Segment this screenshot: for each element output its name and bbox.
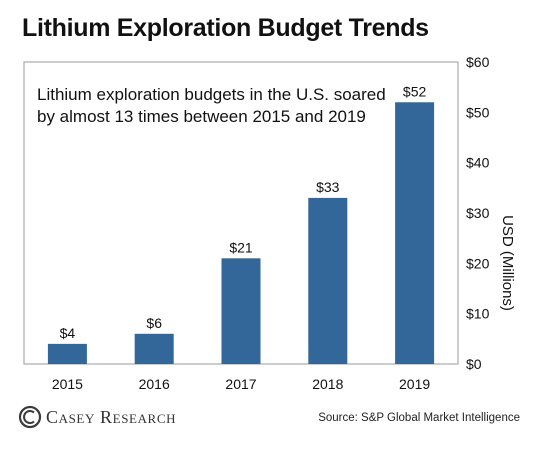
y-tick-labels-group: $0 $10 $20 $30 $40 $50 $60 — [466, 54, 490, 372]
x-tick-label-2018: 2018 — [312, 376, 343, 392]
bar-2019 — [395, 102, 435, 365]
value-label-2018: $33 — [316, 179, 340, 195]
casey-logo-icon — [18, 405, 42, 429]
value-label-2017: $21 — [229, 239, 253, 255]
bar-2017 — [221, 258, 261, 364]
x-tick-label-2019: 2019 — [399, 376, 430, 392]
y-axis-label: USD (Millions) — [499, 215, 516, 311]
chart-title: Lithium Exploration Budget Trends — [22, 14, 429, 42]
casey-research-logo: Casey Research — [18, 403, 176, 431]
logo-text: Casey Research — [46, 406, 177, 427]
value-label-2016: $6 — [146, 315, 162, 331]
value-labels-group: $4 $6 $21 $33 $52 — [60, 83, 427, 341]
y-tick-label-50: $50 — [466, 104, 490, 120]
y-tick-label-0: $0 — [466, 356, 482, 372]
x-tick-label-2016: 2016 — [139, 376, 170, 392]
x-tick-label-2017: 2017 — [225, 376, 256, 392]
bar-2016 — [134, 333, 174, 364]
bar-2018 — [308, 197, 348, 364]
y-tick-label-10: $10 — [466, 306, 490, 322]
annotation-line-2: by almost 13 times between 2015 and 2019 — [37, 107, 366, 126]
y-tick-label-40: $40 — [466, 155, 490, 171]
x-tick-labels-group: 2015 2016 2017 2018 2019 — [52, 376, 431, 392]
value-label-2019: $52 — [403, 83, 427, 99]
y-tick-label-60: $60 — [466, 54, 490, 70]
y-tick-label-20: $20 — [466, 255, 490, 271]
chart-annotation: Lithium exploration budgets in the U.S. … — [37, 84, 407, 128]
value-label-2015: $4 — [60, 325, 76, 341]
bar-2015 — [47, 343, 87, 364]
y-tick-label-30: $30 — [466, 205, 490, 221]
source-note: Source: S&P Global Market Intelligence — [318, 412, 520, 424]
annotation-line-1: Lithium exploration budgets in the U.S. … — [37, 85, 386, 104]
x-tick-label-2015: 2015 — [52, 376, 83, 392]
bars-group — [47, 102, 435, 365]
